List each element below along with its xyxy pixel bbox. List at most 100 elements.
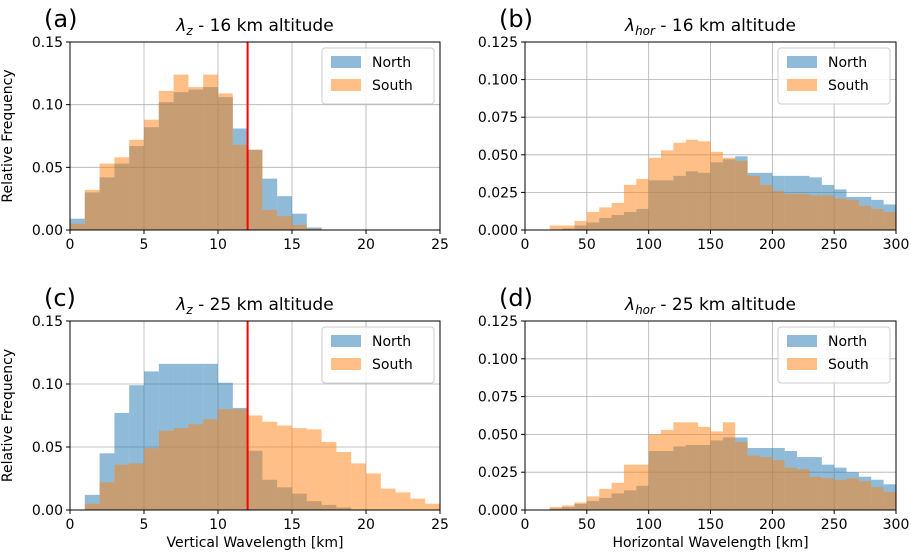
panel-label: (c) [44, 284, 76, 312]
bar-south [846, 478, 859, 510]
bar-south [99, 163, 115, 230]
x-tick-label: 100 [635, 237, 662, 253]
x-tick-label: 25 [431, 517, 449, 533]
bar-south [262, 421, 278, 510]
bar-south [218, 409, 233, 510]
legend-label-north: North [372, 55, 411, 71]
bar-south [247, 149, 263, 230]
bar-south [759, 457, 773, 510]
bar-south [858, 205, 872, 230]
y-tick-label: 0.00 [32, 223, 63, 239]
legend-swatch-north [331, 56, 361, 68]
x-tick-label: 300 [883, 237, 910, 253]
x-tick-label: 15 [283, 237, 301, 253]
x-tick-label: 150 [697, 237, 724, 253]
bar-south [173, 428, 189, 510]
bar-south [114, 464, 130, 510]
bar-south [858, 481, 872, 510]
title-subscript: z [185, 24, 193, 38]
bar-south [698, 426, 711, 510]
bar-south [277, 425, 292, 510]
bar-south [218, 93, 233, 231]
y-tick-label: 0.05 [32, 160, 63, 176]
y-tick-label: 0.075 [478, 110, 518, 126]
bar-south [586, 211, 600, 230]
legend: North South [321, 326, 435, 384]
bar-south [549, 506, 563, 510]
x-tick-label: 250 [821, 237, 848, 253]
bar-south [336, 452, 352, 510]
legend-swatch-south [787, 358, 817, 370]
y-tick-label: 0.10 [32, 377, 63, 393]
bar-south [821, 195, 835, 230]
bar-south [636, 178, 649, 230]
bar-south [846, 199, 859, 230]
bar-south [797, 469, 810, 510]
bar-south [673, 142, 686, 230]
x-tick-label: 200 [759, 237, 786, 253]
bar-south [562, 225, 575, 230]
bar-south [710, 151, 723, 230]
bar-south [735, 160, 748, 230]
bar-south [158, 430, 174, 510]
panel-label: (d) [499, 284, 533, 312]
bar-south [809, 476, 822, 510]
bar-south [574, 502, 587, 510]
bar-south [562, 505, 575, 510]
bar-south [306, 429, 322, 510]
bar-south [747, 175, 760, 230]
x-tick-label: 25 [431, 237, 449, 253]
legend: North South [777, 326, 891, 384]
x-tick-label: 50 [578, 517, 596, 533]
bar-south [685, 139, 699, 230]
y-tick-label: 0.100 [478, 352, 518, 368]
y-tick-label: 0.050 [478, 148, 518, 164]
chart-title: λz - 16 km altitude [175, 16, 333, 38]
panel-label: (b) [499, 5, 533, 33]
x-tick-label: 20 [357, 517, 375, 533]
x-axis-label: Horizontal Wavelength [km] [612, 535, 808, 551]
bar-south [188, 87, 204, 231]
bar-south [611, 482, 624, 510]
bar-south [809, 195, 822, 230]
x-tick-label: 150 [697, 517, 724, 533]
y-tick-label: 0.05 [32, 440, 63, 456]
bar-south [158, 90, 174, 230]
y-tick-label: 0.125 [478, 314, 518, 330]
bar-south [203, 419, 218, 510]
bar-south [710, 431, 723, 510]
chart-title: λhor - 16 km altitude [624, 16, 796, 38]
legend-label-south: South [828, 78, 869, 94]
y-tick-label: 0.025 [478, 465, 518, 481]
bar-south [203, 74, 218, 230]
bar-south [883, 491, 896, 510]
bar-south [797, 193, 810, 230]
panel-d: 0 50 100 150 200 250 300 0.000 0.025 0.050 0.075 0.… [478, 284, 909, 551]
title-symbol: λ [175, 295, 186, 315]
bar-south [821, 478, 835, 510]
x-tick-label: 250 [821, 517, 848, 533]
bar-south [759, 184, 773, 230]
x-tick-label: 10 [209, 237, 227, 253]
bar-south [84, 503, 100, 510]
x-tick-label: 0 [521, 237, 530, 253]
bar-south [129, 139, 144, 230]
x-tick-label: 300 [883, 517, 910, 533]
bar-south [144, 448, 159, 510]
bar-south [129, 463, 144, 510]
bar-south [247, 415, 263, 510]
x-tick-label: 5 [140, 517, 149, 533]
bar-south [623, 464, 637, 510]
bar-south [321, 441, 337, 510]
y-tick-label: 0.100 [478, 73, 518, 89]
bar-south [599, 488, 612, 510]
panel-c: 0 5 10 15 20 25 0.00 0.05 0.10 0.15 λz - 25 km alt… [0, 284, 449, 551]
bar-south [661, 150, 674, 230]
panel-label: (a) [44, 5, 77, 33]
panel-a: 0 5 10 15 20 25 0.00 0.05 0.10 0.15 λz - 16 km alt… [0, 5, 449, 253]
bar-south [661, 429, 674, 510]
bar-south [871, 487, 884, 510]
bar-south [685, 422, 699, 510]
bar-south [834, 198, 847, 230]
title-text: - 16 km altitude [193, 16, 334, 36]
